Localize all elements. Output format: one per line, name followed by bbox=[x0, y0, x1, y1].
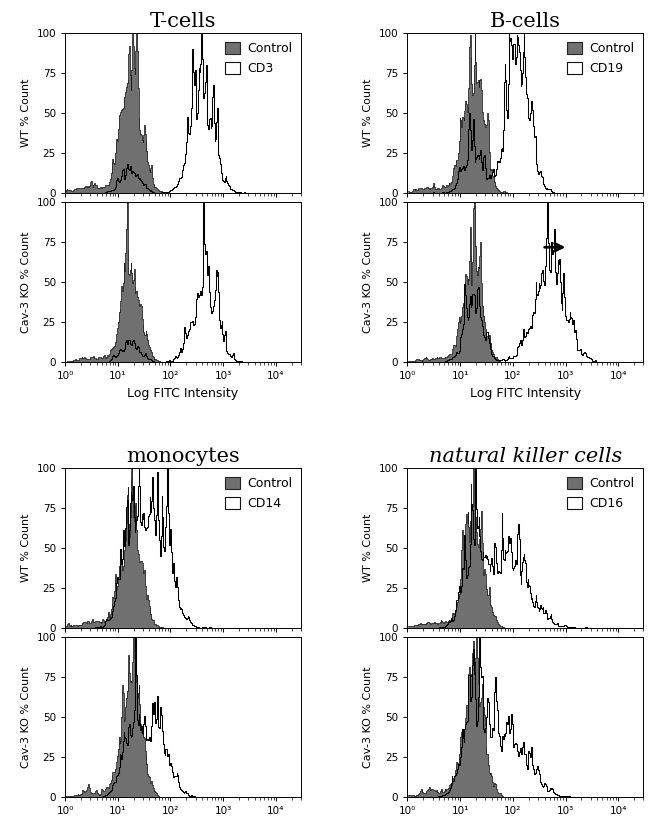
Title: T-cells: T-cells bbox=[150, 12, 216, 31]
Y-axis label: WT % Count: WT % Count bbox=[363, 79, 373, 147]
Y-axis label: Cav-3 KO % Count: Cav-3 KO % Count bbox=[21, 232, 31, 333]
Legend: Control, CD16: Control, CD16 bbox=[565, 474, 637, 512]
Title: B-cells: B-cells bbox=[490, 12, 561, 31]
Legend: Control, CD19: Control, CD19 bbox=[565, 39, 637, 77]
Title: monocytes: monocytes bbox=[126, 447, 240, 466]
Legend: Control, CD14: Control, CD14 bbox=[222, 474, 295, 512]
Y-axis label: WT % Count: WT % Count bbox=[21, 514, 31, 582]
Y-axis label: Cav-3 KO % Count: Cav-3 KO % Count bbox=[363, 667, 373, 769]
Y-axis label: Cav-3 KO % Count: Cav-3 KO % Count bbox=[21, 667, 31, 769]
Title: natural killer cells: natural killer cells bbox=[429, 447, 622, 466]
Y-axis label: Cav-3 KO % Count: Cav-3 KO % Count bbox=[363, 232, 373, 333]
Y-axis label: WT % Count: WT % Count bbox=[363, 514, 373, 582]
X-axis label: Log FITC Intensity: Log FITC Intensity bbox=[127, 387, 239, 400]
Legend: Control, CD3: Control, CD3 bbox=[222, 39, 295, 77]
Y-axis label: WT % Count: WT % Count bbox=[21, 79, 31, 147]
X-axis label: Log FITC Intensity: Log FITC Intensity bbox=[470, 387, 581, 400]
